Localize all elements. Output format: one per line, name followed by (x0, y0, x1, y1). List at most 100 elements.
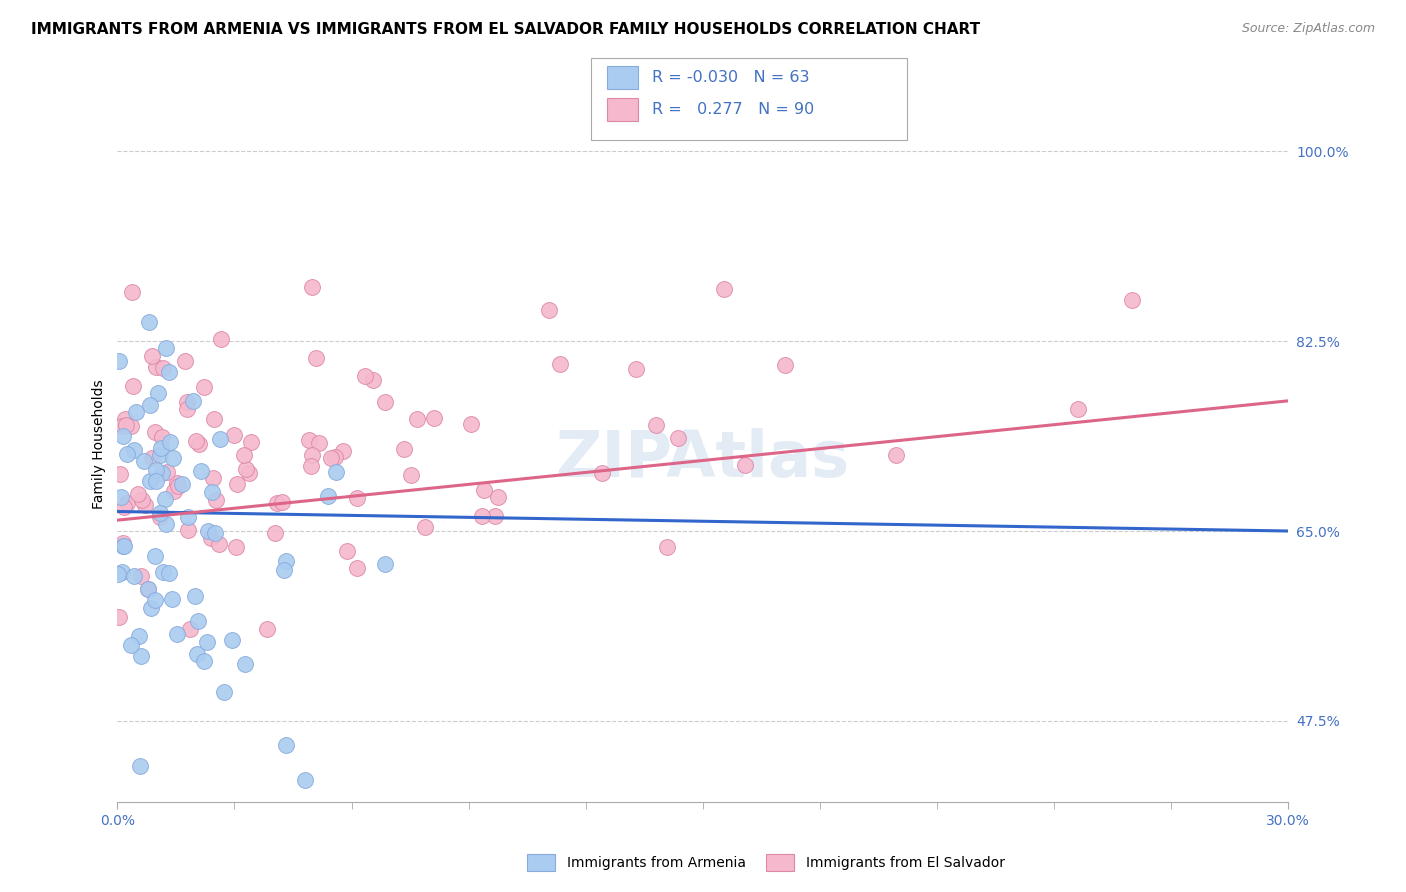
Point (488, 490, 510, 504)
Point (548, 357, 571, 371)
Point (308, 435, 330, 450)
Point (170, 476, 193, 491)
Point (423, 410, 446, 425)
Point (156, 465, 179, 479)
Point (713, 282, 735, 296)
Point (256, 622, 278, 636)
Point (537, 302, 560, 317)
Point (325, 466, 347, 480)
Point (150, 430, 173, 444)
Point (155, 341, 177, 355)
Text: ZIPAtlas: ZIPAtlas (555, 427, 849, 490)
Point (188, 437, 211, 451)
Text: IMMIGRANTS FROM ARMENIA VS IMMIGRANTS FROM EL SALVADOR FAMILY HOUSEHOLDS CORRELA: IMMIGRANTS FROM ARMENIA VS IMMIGRANTS FR… (31, 22, 980, 37)
Point (155, 517, 177, 532)
Point (202, 471, 225, 485)
Point (336, 543, 359, 558)
Text: R = -0.030   N = 63: R = -0.030 N = 63 (652, 70, 810, 85)
Point (166, 627, 188, 641)
Point (152, 361, 174, 376)
Point (136, 582, 159, 596)
Point (186, 434, 208, 449)
Point (129, 759, 152, 773)
Point (145, 463, 167, 477)
Point (143, 592, 166, 607)
Point (163, 484, 186, 499)
Point (624, 361, 647, 376)
Point (472, 483, 495, 497)
Point (305, 351, 328, 365)
Point (319, 451, 342, 466)
Point (125, 405, 148, 419)
Point (120, 638, 142, 652)
Point (138, 582, 160, 596)
Point (177, 523, 200, 537)
Point (111, 565, 134, 579)
Point (233, 657, 256, 672)
Point (159, 435, 181, 450)
Point (202, 412, 225, 426)
Point (145, 474, 167, 488)
Point (115, 417, 138, 432)
Point (209, 432, 232, 446)
Text: Immigrants from Armenia: Immigrants from Armenia (567, 855, 745, 870)
Point (209, 333, 232, 347)
Point (176, 395, 198, 409)
Point (232, 448, 254, 462)
Point (405, 412, 427, 426)
Point (153, 491, 176, 506)
Point (235, 462, 257, 476)
Point (238, 466, 260, 480)
Point (111, 418, 134, 433)
Point (120, 418, 142, 433)
Point (591, 466, 613, 480)
Point (208, 537, 231, 551)
Point (226, 477, 249, 491)
Point (399, 468, 422, 483)
Point (132, 454, 155, 468)
Point (212, 685, 235, 699)
Point (193, 654, 215, 668)
Point (346, 561, 368, 575)
Point (139, 474, 162, 488)
Point (111, 429, 134, 443)
Point (117, 447, 139, 461)
Point (114, 411, 136, 425)
Point (131, 648, 153, 663)
Point (117, 496, 139, 510)
Point (666, 432, 689, 446)
Text: R =   0.277   N = 90: R = 0.277 N = 90 (652, 103, 814, 117)
Point (112, 500, 135, 514)
Point (110, 490, 132, 504)
Text: Immigrants from El Salvador: Immigrants from El Salvador (806, 855, 1005, 870)
Point (121, 285, 143, 299)
Point (122, 569, 145, 583)
Point (354, 369, 377, 384)
Point (332, 443, 354, 458)
Point (131, 493, 153, 508)
Point (177, 509, 200, 524)
Point (127, 487, 149, 501)
Point (346, 491, 368, 505)
Point (316, 490, 339, 504)
Point (225, 540, 247, 554)
Point (149, 448, 172, 462)
Point (413, 519, 436, 533)
Point (108, 467, 131, 481)
Point (141, 350, 163, 364)
Point (143, 425, 166, 439)
Point (134, 498, 156, 512)
Point (299, 459, 322, 474)
Point (111, 536, 134, 550)
Point (187, 615, 209, 629)
Point (201, 485, 224, 500)
Point (108, 354, 131, 368)
Point (157, 566, 180, 581)
Point (111, 539, 134, 553)
Point (149, 507, 172, 521)
Point (166, 476, 188, 491)
Point (298, 433, 321, 447)
Point (374, 558, 396, 572)
Point (160, 591, 183, 606)
Point (107, 566, 129, 581)
